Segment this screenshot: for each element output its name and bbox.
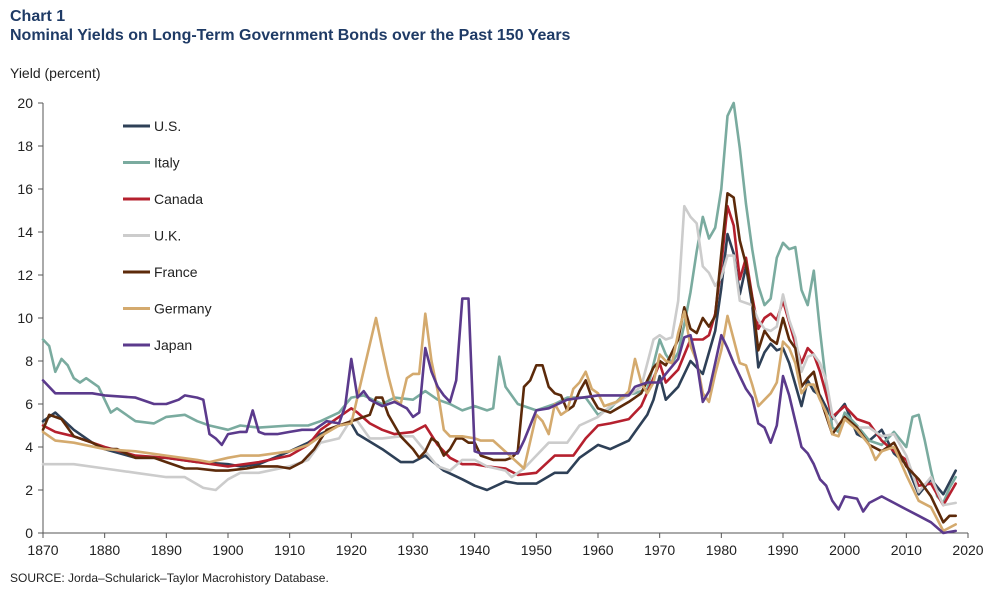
x-tick-label: 1910 bbox=[274, 542, 305, 558]
chart-legend: U.S. Italy Canada U.K. France Germany Japan bbox=[123, 118, 212, 353]
series-group bbox=[41, 101, 957, 535]
y-tick-label: 2 bbox=[25, 482, 33, 498]
y-tick-label: 8 bbox=[25, 353, 33, 369]
y-tick-label: 6 bbox=[25, 396, 33, 412]
legend-label-u-k: U.K. bbox=[154, 228, 181, 244]
x-tick-label: 1960 bbox=[582, 542, 613, 558]
x-tick-label: 1980 bbox=[706, 542, 737, 558]
series-line-france bbox=[41, 192, 957, 524]
legend-label-japan: Japan bbox=[154, 337, 192, 353]
y-tick-label: 18 bbox=[17, 138, 33, 154]
x-tick-label: 2020 bbox=[952, 542, 983, 558]
x-tick-label: 1870 bbox=[27, 542, 58, 558]
chart-axes: 0 2 4 6 8 10 12 14 16 18 20 1870 1880 1890 1900 1910 192… bbox=[17, 95, 983, 558]
x-tick-label: 1890 bbox=[151, 542, 182, 558]
legend-label-canada: Canada bbox=[154, 191, 203, 207]
y-tick-label: 12 bbox=[17, 267, 33, 283]
legend-label-france: France bbox=[154, 264, 198, 280]
y-axis-label: Yield (percent) bbox=[10, 65, 101, 81]
y-tick-label: 0 bbox=[25, 525, 33, 541]
series-line-u-s bbox=[41, 232, 957, 496]
source-note: SOURCE: Jorda–Schularick–Taylor Macrohis… bbox=[10, 571, 329, 585]
x-tick-label: 1920 bbox=[336, 542, 367, 558]
legend-label-u-s: U.S. bbox=[154, 118, 181, 134]
series-line-u-k bbox=[41, 204, 957, 507]
y-tick-label: 4 bbox=[25, 439, 33, 455]
y-tick-label: 10 bbox=[17, 310, 33, 326]
x-tick-label: 1950 bbox=[521, 542, 552, 558]
y-tick-label: 20 bbox=[17, 95, 33, 111]
x-tick-label: 1970 bbox=[644, 542, 675, 558]
x-tick-label: 1940 bbox=[459, 542, 490, 558]
chart-title: Nominal Yields on Long-Term Government B… bbox=[10, 27, 571, 44]
chart-label: Chart 1 bbox=[10, 8, 66, 25]
x-tick-label: 1880 bbox=[89, 542, 120, 558]
series-line-germany bbox=[41, 310, 957, 533]
x-tick-label: 1900 bbox=[212, 542, 243, 558]
legend-label-italy: Italy bbox=[154, 155, 180, 171]
y-tick-label: 14 bbox=[17, 224, 33, 240]
x-tick-label: 1990 bbox=[767, 542, 798, 558]
x-tick-label: 1930 bbox=[397, 542, 428, 558]
series-line-japan bbox=[41, 297, 957, 535]
legend-label-germany: Germany bbox=[154, 301, 212, 317]
x-tick-label: 2010 bbox=[891, 542, 922, 558]
y-tick-label: 16 bbox=[17, 181, 33, 197]
x-tick-label: 2000 bbox=[829, 542, 860, 558]
